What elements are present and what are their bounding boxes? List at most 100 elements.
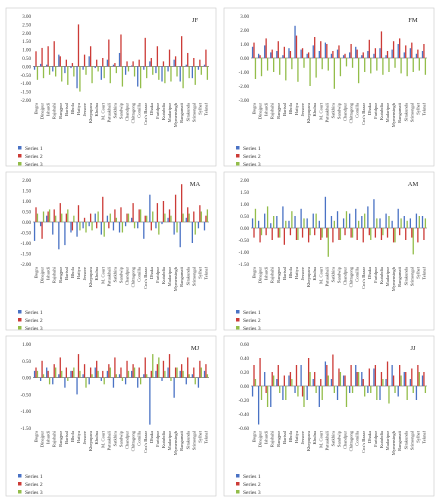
y-tick-label: 1.00 bbox=[22, 343, 31, 348]
y-tick-label: 1.00 bbox=[22, 200, 31, 205]
y-tick-label: -0.60 bbox=[239, 427, 250, 432]
category-label: Patuakhali bbox=[324, 266, 329, 286]
bar-series-3 bbox=[36, 213, 39, 222]
bar-series-1 bbox=[379, 218, 381, 228]
bar-series-1 bbox=[421, 51, 424, 58]
bar-series-3 bbox=[109, 66, 111, 84]
legend-label: Series 1 bbox=[25, 474, 43, 480]
category-label: Chittagong bbox=[349, 266, 354, 287]
bar-series-1 bbox=[282, 206, 284, 228]
bar-series-2 bbox=[126, 213, 128, 222]
bar-series-3 bbox=[61, 370, 63, 378]
bar-series-2 bbox=[126, 360, 128, 378]
bar-series-2 bbox=[392, 228, 395, 243]
bar-series-3 bbox=[146, 374, 148, 378]
category-label: Dinajpur bbox=[40, 103, 45, 120]
category-label: Jessore bbox=[300, 431, 305, 444]
bar-series-3 bbox=[188, 213, 190, 222]
bar-series-2 bbox=[368, 39, 370, 58]
panel-border bbox=[5, 171, 217, 331]
bar-series-3 bbox=[85, 66, 87, 75]
category-label: Rangamati bbox=[179, 266, 184, 287]
legend-label: Series 2 bbox=[243, 318, 261, 324]
bar-series-2 bbox=[314, 228, 316, 236]
legend-label: Series 2 bbox=[25, 318, 43, 324]
bar-series-2 bbox=[368, 228, 370, 236]
bar-series-1 bbox=[306, 386, 308, 400]
category-label: Sitakunda bbox=[185, 431, 190, 449]
category-label: Sandwip bbox=[337, 266, 342, 283]
bar-series-1 bbox=[70, 222, 72, 233]
bar-series-1 bbox=[312, 379, 314, 386]
bar-series-3 bbox=[370, 58, 372, 74]
category-label: Faridpur bbox=[373, 267, 378, 283]
bar-series-2 bbox=[405, 45, 407, 58]
legend-label: Series 3 bbox=[25, 490, 43, 496]
bar-series-2 bbox=[295, 228, 298, 240]
bar-series-3 bbox=[351, 386, 354, 393]
category-label: Rangpur bbox=[58, 267, 63, 283]
bar-series-3 bbox=[309, 58, 311, 86]
category-label: Madaripur bbox=[167, 267, 172, 287]
bar-series-1 bbox=[300, 49, 302, 58]
panel-border bbox=[5, 335, 217, 497]
bar-series-3 bbox=[303, 386, 305, 407]
category-label: Khepupara bbox=[306, 431, 311, 451]
bar-series-3 bbox=[55, 215, 57, 222]
category-label: Kutubdia bbox=[161, 267, 166, 284]
bar-series-3 bbox=[412, 58, 414, 72]
panel-title: FM bbox=[408, 17, 418, 24]
bar-series-2 bbox=[205, 215, 207, 222]
bar-series-1 bbox=[300, 208, 302, 228]
category-label: Satkhira bbox=[330, 267, 335, 282]
bar-series-3 bbox=[48, 377, 51, 385]
bar-series-3 bbox=[85, 377, 87, 388]
bar-series-1 bbox=[282, 55, 284, 58]
bar-series-2 bbox=[411, 228, 413, 238]
bar-series-2 bbox=[174, 56, 177, 67]
category-label: Barisal bbox=[282, 266, 287, 280]
category-label: Mymensingh bbox=[173, 102, 178, 127]
category-label: Faridpur bbox=[373, 103, 378, 119]
bar-series-3 bbox=[133, 367, 136, 378]
bar-series-1 bbox=[161, 377, 163, 381]
bar-series-1 bbox=[415, 213, 418, 228]
bar-series-1 bbox=[403, 216, 405, 228]
bar-series-2 bbox=[138, 209, 140, 222]
bar-series-3 bbox=[266, 386, 269, 407]
bar-series-2 bbox=[423, 372, 425, 386]
bar-series-2 bbox=[314, 37, 316, 58]
category-label: Srimongal bbox=[191, 430, 196, 450]
bar-series-3 bbox=[291, 379, 293, 386]
bar-series-3 bbox=[266, 206, 269, 228]
bar-series-1 bbox=[367, 206, 369, 228]
category-label: Barisal bbox=[282, 430, 287, 444]
bar-series-1 bbox=[415, 53, 418, 58]
bar-series-2 bbox=[59, 56, 61, 67]
bar-series-2 bbox=[138, 367, 140, 378]
bar-series-3 bbox=[364, 386, 366, 397]
y-tick-label: -2.00 bbox=[239, 85, 250, 90]
category-label: Jessore bbox=[300, 267, 305, 280]
bar-series-2 bbox=[374, 365, 377, 386]
category-label: Bogra bbox=[34, 103, 39, 114]
bar-series-3 bbox=[424, 386, 427, 393]
bar-series-1 bbox=[106, 215, 109, 222]
bar-series-1 bbox=[294, 386, 296, 393]
bar-series-2 bbox=[374, 228, 377, 238]
bar-series-1 bbox=[143, 374, 145, 378]
bar-series-1 bbox=[409, 218, 412, 228]
category-label: Cox's Bazar bbox=[361, 431, 366, 454]
bar-series-3 bbox=[351, 58, 354, 68]
bar-series-2 bbox=[71, 222, 74, 231]
bar-series-1 bbox=[415, 386, 418, 400]
bar-series-1 bbox=[421, 216, 424, 228]
bar-series-2 bbox=[277, 41, 279, 58]
bar-series-1 bbox=[355, 46, 357, 58]
bar-series-3 bbox=[158, 357, 160, 378]
y-tick-label: 0.50 bbox=[240, 215, 249, 220]
bar-series-1 bbox=[191, 66, 194, 79]
bar-series-1 bbox=[403, 52, 405, 58]
bar-series-1 bbox=[391, 365, 393, 386]
category-label: Sitakunda bbox=[403, 431, 408, 449]
